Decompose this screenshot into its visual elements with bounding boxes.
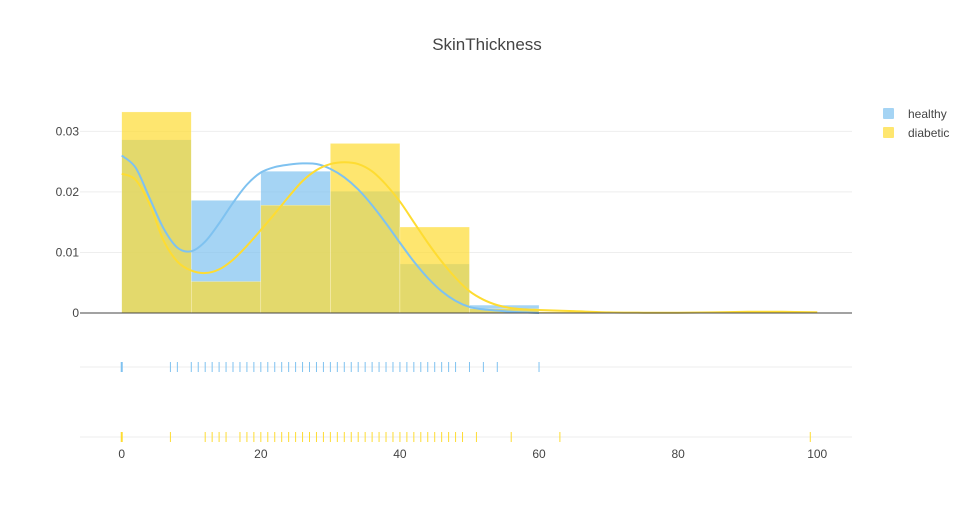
legend-label-healthy: healthy bbox=[908, 107, 947, 121]
histogram-bars bbox=[121, 111, 818, 314]
rug-plots bbox=[120, 362, 811, 442]
kde-line-healthy[interactable] bbox=[121, 154, 540, 314]
bar-diabetic-4[interactable] bbox=[399, 226, 470, 314]
y-tick-label: 0.01 bbox=[56, 245, 80, 259]
chart-title: SkinThickness bbox=[432, 35, 542, 54]
legend-swatch-diabetic bbox=[883, 127, 894, 138]
grid bbox=[80, 130, 852, 438]
legend-item-healthy[interactable]: healthy bbox=[883, 107, 947, 121]
x-tick-label: 60 bbox=[532, 447, 546, 461]
x-tick-label: 100 bbox=[807, 447, 827, 461]
x-tick-label: 80 bbox=[671, 447, 685, 461]
bar-diabetic-2[interactable] bbox=[260, 205, 331, 314]
x-tick-labels: 0 20 40 60 80 100 bbox=[118, 447, 827, 461]
x-tick-label: 40 bbox=[393, 447, 407, 461]
legend-label-diabetic: diabetic bbox=[908, 126, 949, 140]
legend[interactable]: healthy diabetic bbox=[883, 107, 949, 140]
bar-diabetic-1[interactable] bbox=[191, 281, 262, 314]
y-tick-label: 0.03 bbox=[56, 124, 80, 138]
y-tick-label: 0 bbox=[72, 306, 79, 320]
kde-curves bbox=[121, 154, 818, 314]
kde-line-diabetic[interactable] bbox=[121, 161, 818, 314]
x-tick-label: 0 bbox=[118, 447, 125, 461]
x-tick-label: 20 bbox=[254, 447, 268, 461]
y-tick-labels: 0 0.01 0.02 0.03 bbox=[56, 124, 80, 320]
y-tick-label: 0.02 bbox=[56, 185, 80, 199]
legend-item-diabetic[interactable]: diabetic bbox=[883, 126, 949, 140]
legend-swatch-healthy bbox=[883, 108, 894, 119]
